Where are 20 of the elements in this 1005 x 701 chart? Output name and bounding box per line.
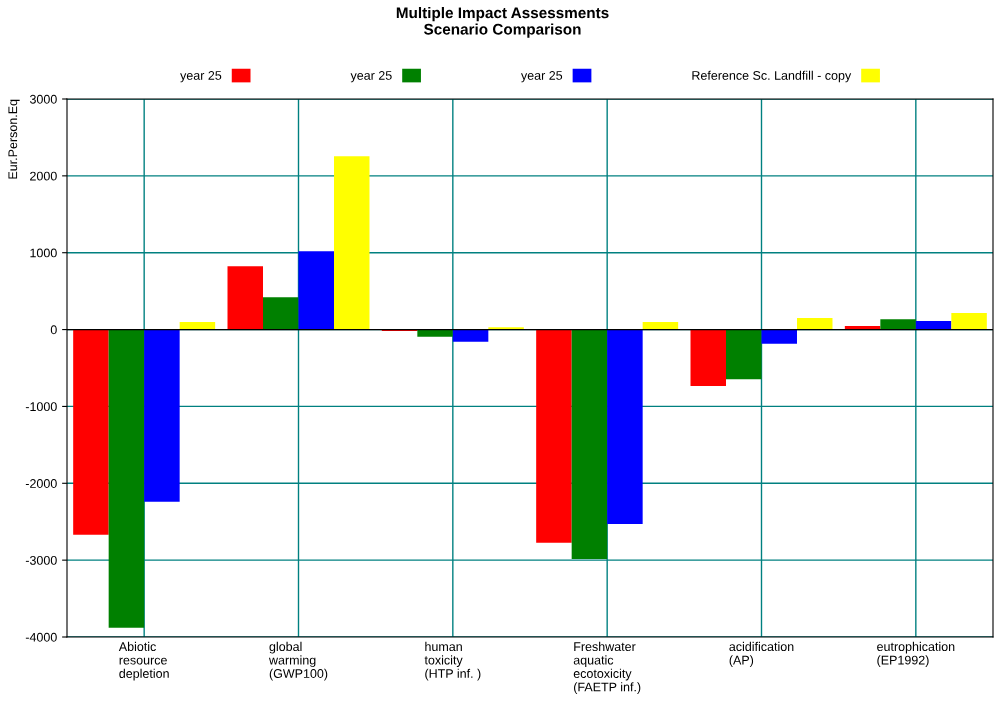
y-tick-label: 2000 (30, 171, 57, 181)
y-tick-label: 0 (50, 325, 57, 335)
x-tick-label: global warming (GWP100) (268, 641, 328, 681)
y-tick-label: 3000 (29, 94, 57, 104)
legend-label: year 25 (520, 71, 563, 83)
y-tick-label: -3000 (25, 555, 57, 565)
legend-label: year 25 (180, 71, 222, 83)
legend-label: year 25 (350, 71, 392, 83)
x-tick-label: Freshwater aquatic ecotoxicity (FAETP inf.) (573, 641, 641, 694)
x-tick-label: acidification (AP) (729, 641, 794, 667)
x-tick-label: human toxicity (HTP inf. ) (424, 641, 481, 681)
y-tick-label: -2000 (25, 479, 57, 488)
y-axis-title: Eur.Person.Eq (8, 99, 20, 179)
y-tick-label: -1000 (25, 402, 57, 412)
y-tick-label: -4000 (25, 632, 57, 642)
legend-label: Reference Sc. Landfill - copy (692, 70, 852, 83)
chart-title: Multiple Impact Assessments Scenario Comparison (396, 7, 609, 38)
x-tick-label: eutrophication (EP1992) (877, 641, 955, 667)
x-tick-label: Abiotic resource depletion (118, 641, 169, 681)
y-tick-label: 1000 (30, 248, 57, 258)
